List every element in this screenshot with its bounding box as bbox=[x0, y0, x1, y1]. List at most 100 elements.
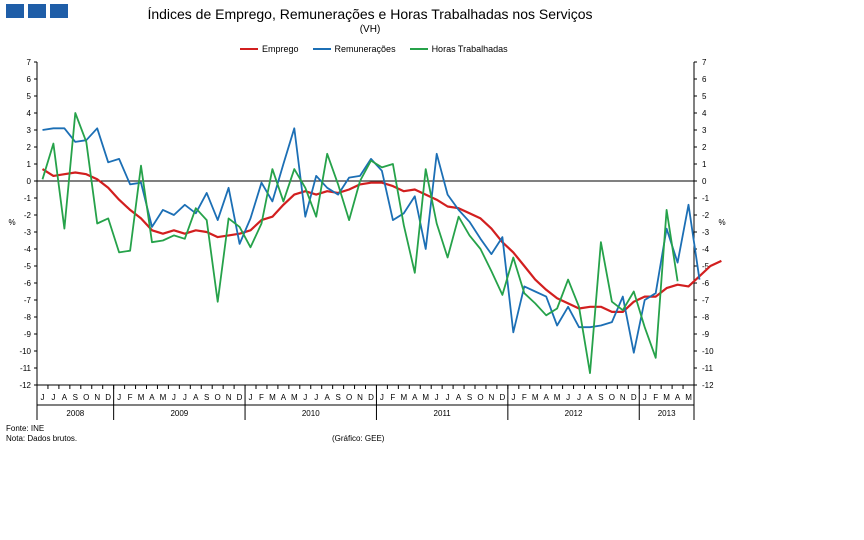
x-month-label: D bbox=[631, 393, 637, 402]
y-tick-label-right: -2 bbox=[702, 211, 710, 220]
y-tick-label-left: -5 bbox=[24, 262, 32, 271]
x-month-label: A bbox=[587, 393, 593, 402]
y-tick-label-right: -10 bbox=[702, 347, 714, 356]
y-tick-label-right: 4 bbox=[702, 109, 707, 118]
x-month-label: S bbox=[204, 393, 209, 402]
legend-label-horas: Horas Trabalhadas bbox=[431, 44, 508, 54]
y-tick-label-left: -8 bbox=[24, 313, 32, 322]
x-month-label: N bbox=[357, 393, 363, 402]
y-tick-label-left: -7 bbox=[24, 296, 32, 305]
x-month-label: J bbox=[643, 393, 647, 402]
x-month-label: J bbox=[303, 393, 307, 402]
chart-subtitle: (VH) bbox=[359, 24, 381, 35]
x-month-label: M bbox=[532, 393, 539, 402]
x-month-label: J bbox=[51, 393, 55, 402]
x-month-label: J bbox=[183, 393, 187, 402]
x-month-label: M bbox=[160, 393, 167, 402]
x-month-label: J bbox=[249, 393, 253, 402]
data-note: Nota: Dados brutos. bbox=[6, 434, 78, 443]
x-month-label: S bbox=[598, 393, 603, 402]
y-tick-label-left: 6 bbox=[27, 75, 32, 84]
y-tick-label-right: -3 bbox=[702, 228, 710, 237]
y-tick-label-right: 2 bbox=[702, 143, 707, 152]
x-year-label: 2009 bbox=[170, 409, 188, 418]
y-axis-title-left: % bbox=[8, 218, 15, 227]
x-month-label: A bbox=[281, 393, 287, 402]
legend-label-remuneracoes: Remunerações bbox=[334, 44, 396, 54]
x-month-label: F bbox=[390, 393, 395, 402]
y-tick-label-right: -6 bbox=[702, 279, 710, 288]
legend-label-emprego: Emprego bbox=[262, 44, 299, 54]
x-month-label: A bbox=[325, 393, 331, 402]
y-tick-label-right: -4 bbox=[702, 245, 710, 254]
x-month-label: J bbox=[511, 393, 515, 402]
x-month-label: D bbox=[499, 393, 505, 402]
y-tick-label-left: -12 bbox=[19, 381, 31, 390]
x-month-label: S bbox=[467, 393, 472, 402]
x-month-label: A bbox=[544, 393, 550, 402]
x-year-label: 2010 bbox=[302, 409, 320, 418]
x-month-label: O bbox=[215, 393, 221, 402]
x-month-label: M bbox=[400, 393, 407, 402]
series-line-1 bbox=[42, 127, 701, 354]
y-tick-label-right: 7 bbox=[702, 58, 707, 67]
x-month-label: J bbox=[446, 393, 450, 402]
x-month-label: D bbox=[368, 393, 374, 402]
x-month-label: A bbox=[193, 393, 199, 402]
x-month-label: M bbox=[269, 393, 276, 402]
y-tick-label-left: -6 bbox=[24, 279, 32, 288]
y-tick-label-right: -7 bbox=[702, 296, 710, 305]
legend-item-horas: Horas Trabalhadas bbox=[409, 44, 508, 54]
x-month-label: N bbox=[489, 393, 495, 402]
y-tick-label-right: 3 bbox=[702, 126, 707, 135]
x-month-label: J bbox=[314, 393, 318, 402]
series-line-0 bbox=[41, 168, 722, 313]
x-month-label: A bbox=[456, 393, 462, 402]
x-month-label: O bbox=[83, 393, 89, 402]
x-month-label: J bbox=[40, 393, 44, 402]
y-tick-label-right: -11 bbox=[702, 364, 714, 373]
x-month-label: N bbox=[94, 393, 100, 402]
legend: Emprego Remunerações Horas Trabalhadas bbox=[240, 44, 508, 54]
x-month-label: F bbox=[259, 393, 264, 402]
x-month-label: A bbox=[675, 393, 681, 402]
logo-block-2 bbox=[28, 4, 46, 18]
x-year-label: 2012 bbox=[565, 409, 583, 418]
y-tick-label-right: -5 bbox=[702, 262, 710, 271]
x-month-label: M bbox=[663, 393, 670, 402]
y-tick-label-left: -9 bbox=[24, 330, 32, 339]
y-tick-label-left: -2 bbox=[24, 211, 32, 220]
x-month-label: J bbox=[577, 393, 581, 402]
x-month-label: J bbox=[566, 393, 570, 402]
legend-swatch-remuneracoes bbox=[312, 48, 331, 50]
y-tick-label-left: -10 bbox=[19, 347, 31, 356]
y-tick-label-left: -1 bbox=[24, 194, 32, 203]
x-year-label: 2013 bbox=[658, 409, 676, 418]
x-month-label: D bbox=[237, 393, 243, 402]
x-month-label: J bbox=[117, 393, 121, 402]
x-month-label: N bbox=[226, 393, 232, 402]
x-month-label: J bbox=[172, 393, 176, 402]
x-year-label: 2011 bbox=[434, 409, 452, 418]
logo-block-1 bbox=[6, 4, 24, 18]
x-month-label: S bbox=[335, 393, 340, 402]
y-tick-label-right: 0 bbox=[702, 177, 707, 186]
series-line-2 bbox=[41, 112, 679, 374]
x-month-label: F bbox=[128, 393, 133, 402]
y-tick-label-left: -4 bbox=[24, 245, 32, 254]
x-month-label: A bbox=[412, 393, 418, 402]
x-month-label: J bbox=[435, 393, 439, 402]
y-tick-label-left: 2 bbox=[27, 143, 32, 152]
x-month-label: M bbox=[291, 393, 298, 402]
y-tick-label-right: 1 bbox=[702, 160, 707, 169]
x-month-label: M bbox=[422, 393, 429, 402]
y-tick-label-right: 5 bbox=[702, 92, 707, 101]
y-tick-label-right: -12 bbox=[702, 381, 714, 390]
y-tick-label-left: 4 bbox=[27, 109, 32, 118]
chart-title: Índices de Emprego, Remunerações e Horas… bbox=[147, 6, 593, 22]
logo-block-3 bbox=[50, 4, 68, 18]
legend-item-remuneracoes: Remunerações bbox=[312, 44, 396, 54]
y-tick-label-left: 7 bbox=[27, 58, 32, 67]
y-tick-label-left: -11 bbox=[20, 364, 32, 373]
